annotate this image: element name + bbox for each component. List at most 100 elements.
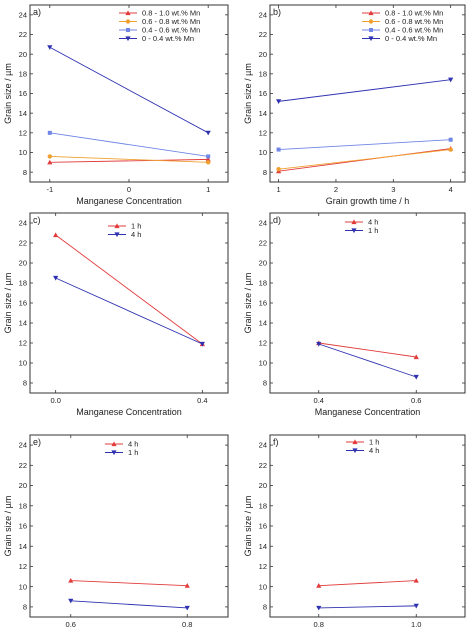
y-tick-label: 18 (19, 501, 27, 510)
legend-label: 4 h (128, 440, 138, 449)
data-point (413, 374, 419, 380)
data-point (47, 154, 52, 159)
legend: 1 h4 h (108, 222, 141, 239)
x-axis-title: Manganese Concentration (76, 196, 182, 206)
y-tick-label: 10 (259, 148, 267, 157)
data-point (276, 167, 281, 172)
x-tick-label: 1 (277, 185, 281, 194)
y-tick-label: 18 (259, 279, 267, 288)
data-point (68, 578, 74, 583)
y-tick-label: 22 (259, 461, 267, 470)
series-line (278, 139, 451, 150)
legend-label: 1 h (369, 438, 379, 447)
y-tick-label: 20 (19, 259, 27, 268)
y-axis-title: Grain size / µm (243, 63, 253, 124)
y-tick-label: 24 (19, 219, 27, 228)
y-tick-label: 8 (263, 602, 267, 611)
y-tick-label: 8 (23, 602, 27, 611)
data-point (206, 160, 211, 165)
y-tick-label: 8 (263, 379, 267, 388)
legend: 0.8 - 1.0 wt.% Mn0.6 - 0.8 wt.% Mn0.4 - … (119, 9, 200, 43)
data-point (184, 583, 190, 588)
y-tick-label: 24 (19, 10, 27, 19)
y-tick-label: 12 (19, 339, 27, 348)
y-tick-label: 20 (19, 50, 27, 59)
legend-marker (125, 10, 131, 16)
y-tick-label: 18 (19, 69, 27, 78)
legend: 4 h1 h (105, 440, 138, 457)
legend-marker (369, 28, 373, 32)
y-tick-label: 24 (19, 441, 27, 450)
data-point (448, 77, 454, 83)
y-axis-title: Grain size / µm (3, 496, 13, 557)
legend-marker (111, 450, 117, 456)
x-tick-label: 2 (334, 185, 338, 194)
legend-marker (368, 19, 374, 24)
y-tick-label: 16 (19, 522, 27, 531)
y-tick-label: 20 (259, 259, 267, 268)
data-point (316, 605, 322, 611)
y-tick-label: 22 (19, 30, 27, 39)
y-tick-label: 12 (259, 128, 267, 137)
y-tick-label: 24 (259, 10, 267, 19)
y-tick-label: 10 (19, 148, 27, 157)
series-line (49, 158, 209, 163)
data-point (276, 99, 282, 104)
data-point (276, 147, 281, 152)
plot-frame (29, 212, 229, 394)
legend-label: 0.8 - 1.0 wt.% Mn (142, 9, 200, 18)
legend: 0.8 - 1.0 wt.% Mn0.6 - 0.8 wt.% Mn0.4 - … (362, 9, 443, 43)
plot-frame (269, 212, 466, 394)
data-point (199, 341, 205, 347)
legend-marker (114, 232, 120, 238)
legend: 4 h1 h (345, 218, 378, 235)
legend-label: 4 h (368, 218, 378, 227)
series-line (278, 149, 451, 170)
data-point (205, 156, 211, 162)
plot-frame (29, 434, 229, 618)
y-tick-label: 16 (259, 89, 267, 98)
series-line (278, 148, 451, 172)
legend-label: 4 h (131, 230, 141, 239)
x-tick-label: 0.6 (411, 396, 421, 405)
panel-label: d) (273, 215, 281, 225)
data-point (68, 598, 74, 604)
legend-label: 4 h (369, 446, 379, 455)
data-point (47, 130, 52, 135)
y-tick-label: 8 (263, 168, 267, 177)
x-axis-title: Grain growth time / h (326, 196, 410, 206)
y-axis-title: Grain size / µm (243, 273, 253, 334)
x-tick-label: -1 (46, 185, 53, 194)
x-tick-label: 0.8 (182, 620, 192, 629)
x-tick-label: 0.8 (314, 620, 324, 629)
series-line (278, 79, 451, 102)
series-line (49, 46, 209, 134)
y-tick-label: 12 (259, 562, 267, 571)
legend-marker (351, 228, 357, 234)
legend-label: 1 h (368, 226, 378, 235)
legend-marker (368, 36, 374, 42)
data-point (316, 583, 322, 588)
data-point (448, 137, 453, 142)
legend-label: 0.8 - 1.0 wt.% Mn (385, 9, 443, 18)
data-point (47, 45, 53, 50)
y-tick-label: 22 (259, 239, 267, 248)
y-tick-label: 8 (23, 168, 27, 177)
y-tick-label: 16 (259, 522, 267, 531)
panel-label: e) (33, 437, 41, 447)
legend-label: 0 - 0.4 wt.% Mn (385, 34, 437, 43)
y-axis-title: Grain size / µm (243, 496, 253, 557)
y-tick-label: 12 (259, 339, 267, 348)
chart-panel-1: 8 10 12 14 16 18 20 22 24 -1 0 1 Manganese Concentra… (3, 4, 229, 206)
y-tick-label: 18 (19, 279, 27, 288)
legend-marker (368, 10, 374, 16)
y-tick-label: 18 (259, 69, 267, 78)
y-tick-label: 20 (259, 50, 267, 59)
x-tick-label: 0.0 (50, 396, 60, 405)
data-point (184, 605, 190, 611)
chart-panel-3: 8 10 12 14 16 18 20 22 24 0.0 0.4 Manganese Concent… (3, 212, 229, 417)
data-point (47, 159, 53, 165)
legend-marker (125, 36, 131, 42)
